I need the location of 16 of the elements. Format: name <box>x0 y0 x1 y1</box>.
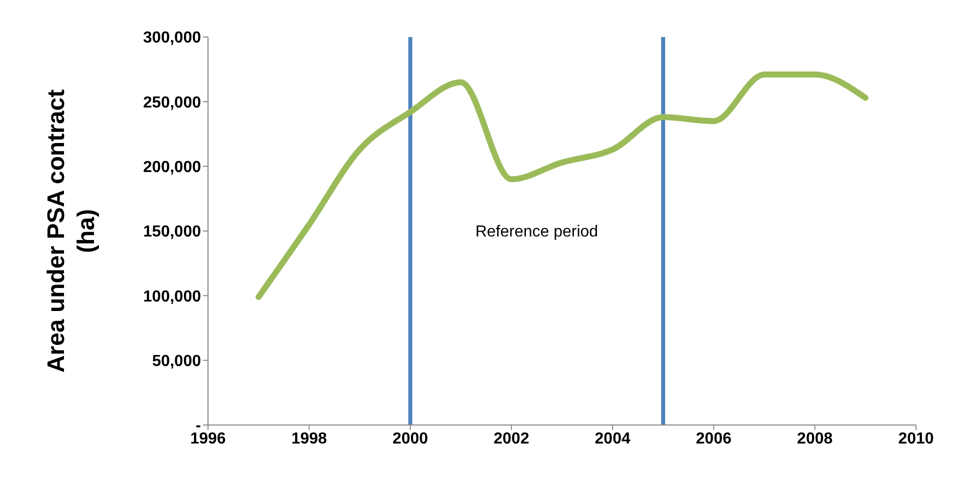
x-tick-label: 2006 <box>696 430 732 448</box>
x-tick-label: 1996 <box>190 430 226 448</box>
annotation: Reference period <box>475 224 598 241</box>
x-tick-label: 2002 <box>494 430 530 448</box>
x-tick-label: 2000 <box>392 430 428 448</box>
x-tick-label: 2010 <box>898 430 934 448</box>
x-tick-label: 2004 <box>594 430 630 448</box>
y-tick-label: 200,000 <box>143 159 202 176</box>
y-tick-label: 50,000 <box>152 353 202 370</box>
y-tick-label: 250,000 <box>143 94 202 112</box>
x-tick-label: 2008 <box>797 430 833 448</box>
x-tick-label: 1998 <box>291 430 328 448</box>
y-tick-label: 100,000 <box>143 288 202 306</box>
y-tick-label: 150,000 <box>143 224 202 241</box>
y-axis-title: Area under PSA contract (ha) <box>43 89 100 373</box>
y-tick-label: 300,000 <box>143 30 202 47</box>
